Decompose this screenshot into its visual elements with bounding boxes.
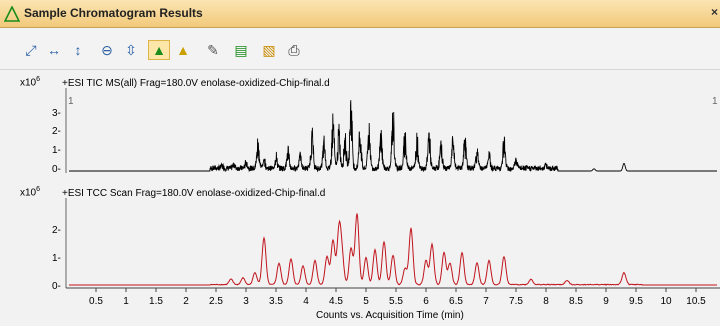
panel-1-marker-right: 1 [712, 96, 718, 107]
x-tick-label: 2 [183, 296, 189, 307]
fit-y-button[interactable]: ⇳ [120, 40, 142, 60]
x-tick-label: 9.5 [629, 296, 643, 307]
panel-2-exponent: x106 [20, 186, 41, 199]
zoom-out-button[interactable]: ⊖ [96, 40, 118, 60]
notes-icon: ✎ [207, 41, 219, 58]
autoscale-x-button[interactable]: ↔ [43, 40, 65, 60]
x-tick-label: 9 [603, 296, 609, 307]
fit-y-icon: ⇳ [125, 41, 137, 58]
panel-1-marker-left: 1 [68, 96, 74, 107]
panel-1-ytick: 0- [52, 164, 61, 175]
x-tick-label: 8 [543, 296, 549, 307]
notes-button[interactable]: ✎ [202, 40, 224, 60]
autoscale-x-icon: ↔ [47, 42, 61, 58]
title-bar: Sample Chromatogram Results × [0, 0, 720, 28]
zoom-out-icon: ⊖ [101, 41, 113, 58]
panel-1-ytick: 3- [52, 108, 61, 119]
panel-2-ytick: 2- [52, 225, 61, 236]
x-tick-label: 3 [243, 296, 249, 307]
x-tick-label: 1 [123, 296, 129, 307]
x-tick-label: 10 [660, 296, 672, 307]
x-tick-label: 7.5 [509, 296, 523, 307]
plot-area: x106 +ESI TIC MS(all) Frag=180.0V enolas… [0, 70, 720, 326]
autoscale-xy-button[interactable]: ⤢ [20, 40, 42, 60]
integrate-icon: ▲ [176, 42, 190, 58]
window-title: Sample Chromatogram Results [24, 6, 203, 20]
image-button[interactable]: ▧ [258, 40, 280, 60]
chart-properties-button[interactable]: ▤ [230, 40, 252, 60]
chart-properties-icon: ▤ [234, 41, 248, 58]
x-tick-label: 4 [303, 296, 309, 307]
panel-1-title: +ESI TIC MS(all) Frag=180.0V enolase-oxi… [62, 78, 330, 89]
x-axis-label: Counts vs. Acquisition Time (min) [316, 310, 464, 321]
x-tick-label: 7 [483, 296, 489, 307]
x-tick-label: 3.5 [269, 296, 283, 307]
autoscale-xy-icon: ⤢ [25, 41, 37, 58]
close-icon[interactable]: × [710, 5, 718, 19]
x-tick-label: 10.5 [686, 296, 706, 307]
panel-1-ytick: 2- [52, 126, 61, 137]
print-button[interactable]: ⎙ [283, 40, 305, 60]
x-tick-label: 5 [363, 296, 369, 307]
x-tick-label: 5.5 [389, 296, 403, 307]
x-tick-label: 0.5 [89, 296, 103, 307]
panel-2-ytick: 1- [52, 253, 61, 264]
x-tick-label: 6 [423, 296, 429, 307]
panel-2-ytick: 0- [52, 281, 61, 292]
autoscale-y-icon: ↕ [74, 42, 82, 58]
panel-1-exponent: x106 [20, 76, 41, 89]
chromatogram-chart[interactable]: 0.5 1 1.5 2 2.5 3 3.5 4 4.5 5 5.5 6 6.5 7 7.5 8 8.5 9 9.5 1… [0, 70, 720, 326]
x-tick-label: 6.5 [449, 296, 463, 307]
panel-1-ytick: 1- [52, 145, 61, 156]
image-icon: ▧ [262, 41, 276, 58]
peak-label-button[interactable]: ▲ [148, 40, 170, 60]
chromatogram-icon [4, 6, 20, 22]
peak-label-icon: ▲ [152, 42, 166, 58]
x-tick-label: 8.5 [569, 296, 583, 307]
integrate-button[interactable]: ▲ [172, 40, 194, 60]
autoscale-y-button[interactable]: ↕ [67, 40, 89, 60]
x-tick-label: 1.5 [149, 296, 163, 307]
series-line-2 [69, 213, 717, 286]
panel-2-title: +ESI TCC Scan Frag=180.0V enolase-oxidiz… [62, 188, 326, 199]
series-line-1 [69, 100, 717, 173]
x-tick-label: 4.5 [329, 296, 343, 307]
x-tick-label: 2.5 [209, 296, 223, 307]
toolbar: ⤢ ↔ ↕ ⊖ ⇳ ▲ ▲ ✎ ▤ ▧ ⎙ [0, 28, 720, 70]
print-icon: ⎙ [288, 41, 300, 58]
